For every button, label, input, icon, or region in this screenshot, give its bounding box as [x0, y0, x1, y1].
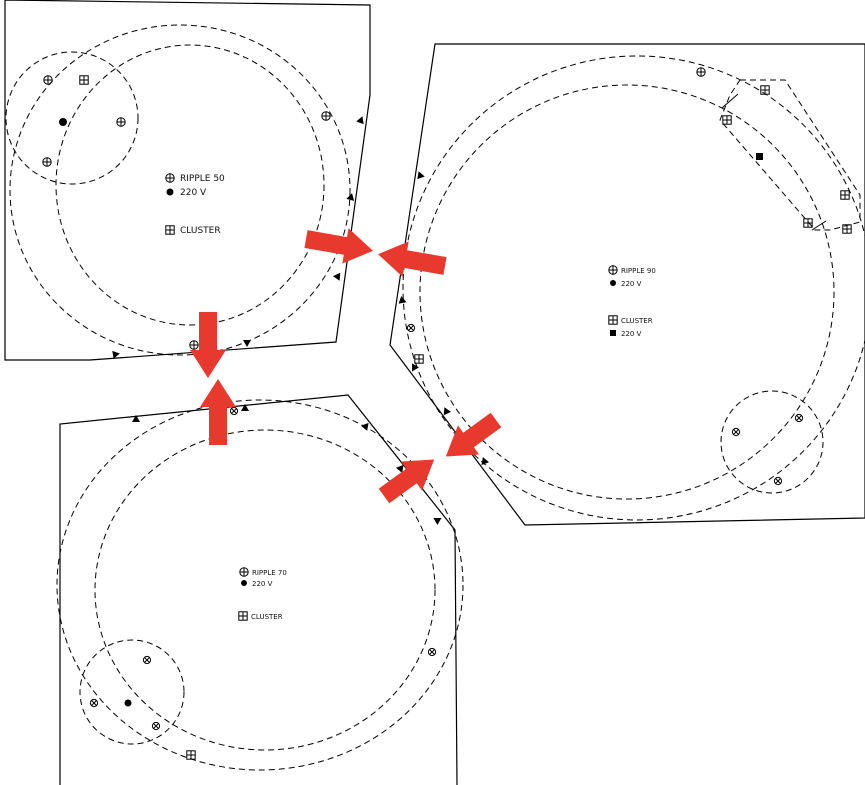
track-inner	[419, 84, 835, 500]
ripple-icon	[696, 67, 706, 77]
fixture-x-icon	[427, 647, 437, 657]
room-outline	[59, 394, 458, 785]
ripple-icon	[165, 173, 175, 183]
track-inner	[94, 429, 436, 751]
cluster-zone	[79, 639, 185, 745]
ripple-icon	[116, 117, 126, 127]
ripple-voltage-label: 220 V	[621, 280, 642, 288]
cluster-icon	[186, 750, 196, 760]
fixture-x-icon	[406, 323, 416, 333]
arrow-down-icon	[190, 312, 226, 378]
fixture-x-icon	[151, 721, 161, 731]
ripple-label: RIPPLE 70	[252, 569, 287, 577]
legend-top-left: RIPPLE 50 220 V CLUSTER	[165, 173, 225, 236]
ripple-icon	[43, 75, 53, 85]
arrow-right-icon	[304, 228, 373, 264]
track-outer	[56, 399, 464, 771]
cluster-zone	[719, 79, 861, 231]
voltage-dot-icon	[124, 699, 132, 707]
room-outline	[389, 43, 865, 526]
voltage-label: 220 V	[252, 580, 273, 588]
ripple-icon	[42, 157, 52, 167]
fixture-x-icon	[794, 413, 804, 423]
track-outer	[402, 55, 865, 521]
fixture-x-icon	[229, 406, 239, 416]
cluster-label: CLUSTER	[180, 226, 221, 236]
fixture-x-icon	[89, 698, 99, 708]
cluster-icon	[760, 85, 770, 95]
arrow-up-right-icon	[378, 459, 435, 504]
ripple-icon	[321, 111, 331, 121]
direction-triangle-icon	[397, 295, 407, 304]
track-inner	[55, 44, 325, 326]
legend-right: RIPPLE 90 220 V CLUSTER 220 V	[608, 265, 656, 338]
ripple-icon	[608, 265, 618, 275]
cluster-zone	[5, 51, 139, 185]
fixture-x-icon	[773, 476, 783, 486]
flow-arrows	[190, 228, 502, 504]
panel-bottom-left: RIPPLE 70 220 V CLUSTER	[56, 394, 464, 785]
voltage-square-icon	[756, 153, 763, 160]
direction-triangle-icon	[356, 114, 367, 125]
cluster-label: CLUSTER	[621, 317, 653, 325]
zone-tick	[721, 93, 739, 109]
ripple-label: RIPPLE 90	[621, 267, 656, 275]
direction-triangle-icon	[333, 270, 344, 281]
direction-triangle-icon	[433, 514, 444, 525]
cluster-zone	[720, 390, 824, 494]
fixture-x-icon	[731, 427, 741, 437]
panel-right: RIPPLE 90 220 V CLUSTER 220 V	[389, 43, 865, 526]
arrow-down-left-icon	[445, 412, 502, 457]
voltage-square-icon	[610, 330, 616, 336]
ripple-icon	[189, 340, 199, 350]
zone-tick	[811, 220, 827, 231]
direction-triangle-icon	[478, 457, 489, 468]
cluster-icon	[722, 115, 732, 125]
ripple-label: RIPPLE 50	[180, 174, 225, 184]
direction-triangle-icon	[346, 192, 356, 201]
cluster-icon	[79, 75, 89, 85]
cluster-icon	[165, 225, 175, 235]
cluster-icon	[238, 611, 248, 621]
cluster-icon	[608, 315, 618, 325]
voltage-dot-icon	[241, 580, 247, 586]
cluster-icon	[840, 190, 850, 200]
arrow-left-icon	[378, 241, 447, 277]
cluster-icon	[414, 354, 424, 364]
legend-bottom-left: RIPPLE 70 220 V CLUSTER	[238, 567, 287, 621]
arrow-up-icon	[200, 379, 236, 445]
cluster-label: CLUSTER	[251, 613, 283, 621]
voltage-dot-icon	[610, 280, 616, 286]
ripple-icon	[239, 567, 249, 577]
voltage-dot-icon	[166, 188, 174, 196]
direction-triangle-icon	[243, 340, 251, 347]
voltage-dot-icon	[59, 118, 67, 126]
voltage-label: 220 V	[180, 188, 207, 198]
fixture-x-icon	[142, 655, 152, 665]
cluster-voltage-label: 220 V	[621, 330, 642, 338]
panel-top-left: RIPPLE 50 220 V CLUSTER	[4, 0, 371, 361]
room-outline	[4, 0, 371, 361]
track-outer	[9, 24, 351, 356]
